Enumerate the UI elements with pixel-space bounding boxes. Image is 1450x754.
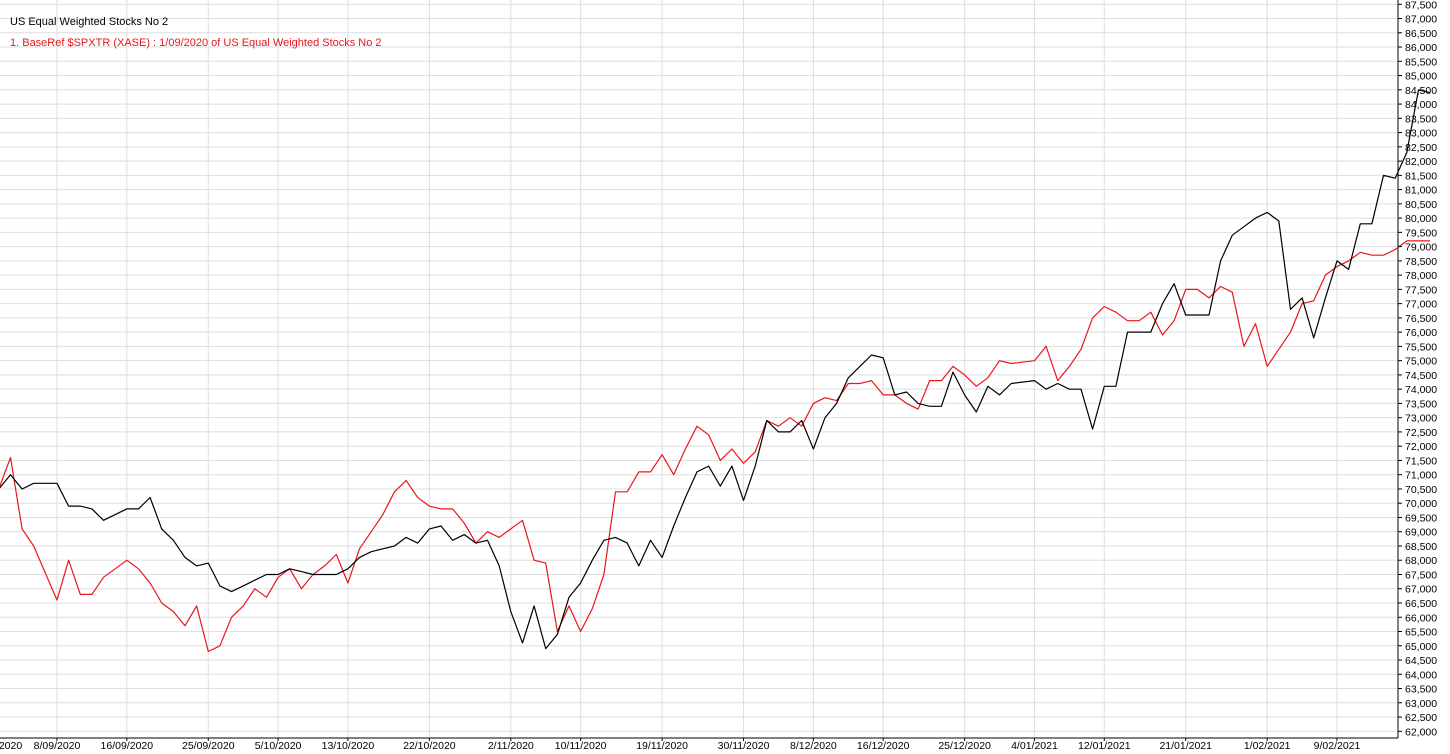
y-tick-label: 70,000 [1405, 498, 1437, 510]
x-tick-label: 16/12/2020 [857, 740, 910, 752]
y-tick-label: 84,000 [1405, 99, 1437, 111]
y-tick-label: 63,000 [1405, 698, 1437, 710]
x-tick-label: 1/02/2021 [1244, 740, 1291, 752]
y-tick-label: 78,000 [1405, 270, 1437, 282]
y-tick-label: 78,500 [1405, 256, 1437, 268]
y-tick-label: 70,500 [1405, 484, 1437, 496]
y-tick-label: 86,000 [1405, 42, 1437, 54]
y-tick-label: 72,000 [1405, 441, 1437, 453]
y-tick-label: 63,500 [1405, 684, 1437, 696]
x-tick-label: 8/09/2020 [34, 740, 81, 752]
y-tick-label: 73,000 [1405, 413, 1437, 425]
x-tick-label: 16/09/2020 [101, 740, 154, 752]
y-tick-label: 84,500 [1405, 85, 1437, 97]
x-tick-label: 22/10/2020 [403, 740, 456, 752]
y-tick-label: 71,500 [1405, 455, 1437, 467]
y-tick-label: 87,500 [1405, 0, 1437, 11]
y-tick-label: 76,000 [1405, 327, 1437, 339]
y-tick-label: 77,500 [1405, 284, 1437, 296]
x-tick-label: 13/10/2020 [322, 740, 375, 752]
y-tick-label: 69,500 [1405, 512, 1437, 524]
y-tick-label: 75,500 [1405, 341, 1437, 353]
x-tick-label: 10/11/2020 [555, 740, 607, 752]
y-tick-label: 66,000 [1405, 612, 1437, 624]
x-tick-label: 12/01/2021 [1078, 740, 1131, 752]
x-tick-label: 2/11/2020 [488, 740, 534, 752]
y-tick-label: 83,500 [1405, 113, 1437, 125]
series-line-1 [0, 89, 1431, 650]
x-tick-label: 30/11/2020 [718, 740, 770, 752]
y-tick-label: 83,000 [1405, 128, 1437, 140]
x-tick-label: 5/10/2020 [255, 740, 302, 752]
y-tick-label: 69,000 [1405, 527, 1437, 539]
y-tick-label: 68,000 [1405, 555, 1437, 567]
legend-series-1: US Equal Weighted Stocks No 2 [10, 16, 169, 28]
y-tick-label: 86,500 [1405, 28, 1437, 40]
x-tick-labels: 1/09/2020 8/09/2020 16/09/2020 25/09/2020 5/… [0, 738, 1361, 752]
x-tick-label: 1/09/2020 [0, 740, 22, 752]
y-tick-label: 68,500 [1405, 541, 1437, 553]
y-tick-label: 62,000 [1405, 726, 1437, 738]
y-tick-label: 85,500 [1405, 56, 1437, 68]
y-tick-label: 74,000 [1405, 384, 1437, 396]
x-tick-label: 19/11/2020 [636, 740, 688, 752]
y-tick-label: 62,500 [1405, 712, 1437, 724]
x-tick-label: 8/12/2020 [790, 740, 837, 752]
y-tick-label: 77,000 [1405, 299, 1437, 311]
y-tick-label: 66,500 [1405, 598, 1437, 610]
x-tick-label: 4/01/2021 [1011, 740, 1058, 752]
y-tick-label: 85,000 [1405, 71, 1437, 83]
y-tick-label: 71,000 [1405, 470, 1437, 482]
x-grid [56, 0, 1338, 737]
x-tick-label: 25/12/2020 [938, 740, 991, 752]
legend-series-2: 1. BaseRef $SPXTR (XASE) : 1/09/2020 of … [10, 37, 382, 49]
y-tick-label: 64,500 [1405, 655, 1437, 667]
y-tick-label: 79,500 [1405, 227, 1437, 239]
y-tick-label: 82,500 [1405, 142, 1437, 154]
y-tick-labels: 62,000 62,500 63,000 63,500 64,000 64,500 65,0… [1398, 0, 1437, 738]
y-tick-label: 72,500 [1405, 427, 1437, 439]
y-tick-label: 82,000 [1405, 156, 1437, 168]
x-tick-label: 25/09/2020 [182, 740, 235, 752]
y-tick-label: 79,000 [1405, 242, 1437, 254]
y-tick-label: 75,000 [1405, 356, 1437, 368]
x-tick-label: 9/02/2021 [1314, 740, 1361, 752]
y-tick-label: 81,000 [1405, 185, 1437, 197]
x-tick-label: 21/01/2021 [1159, 740, 1212, 752]
plot-area [0, 0, 1397, 737]
y-tick-label: 80,500 [1405, 199, 1437, 211]
y-tick-label: 65,000 [1405, 641, 1437, 653]
y-tick-label: 64,000 [1405, 669, 1437, 681]
y-tick-label: 73,500 [1405, 398, 1437, 410]
series-line-2 [0, 240, 1431, 653]
y-grid [0, 3, 1397, 732]
y-tick-label: 74,500 [1405, 370, 1437, 382]
y-tick-label: 80,000 [1405, 213, 1437, 225]
y-tick-label: 87,000 [1405, 14, 1437, 26]
y-tick-label: 67,000 [1405, 584, 1437, 596]
y-tick-label: 76,500 [1405, 313, 1437, 325]
y-tick-label: 67,500 [1405, 569, 1437, 581]
y-tick-label: 81,500 [1405, 170, 1437, 182]
y-tick-label: 65,500 [1405, 627, 1437, 639]
